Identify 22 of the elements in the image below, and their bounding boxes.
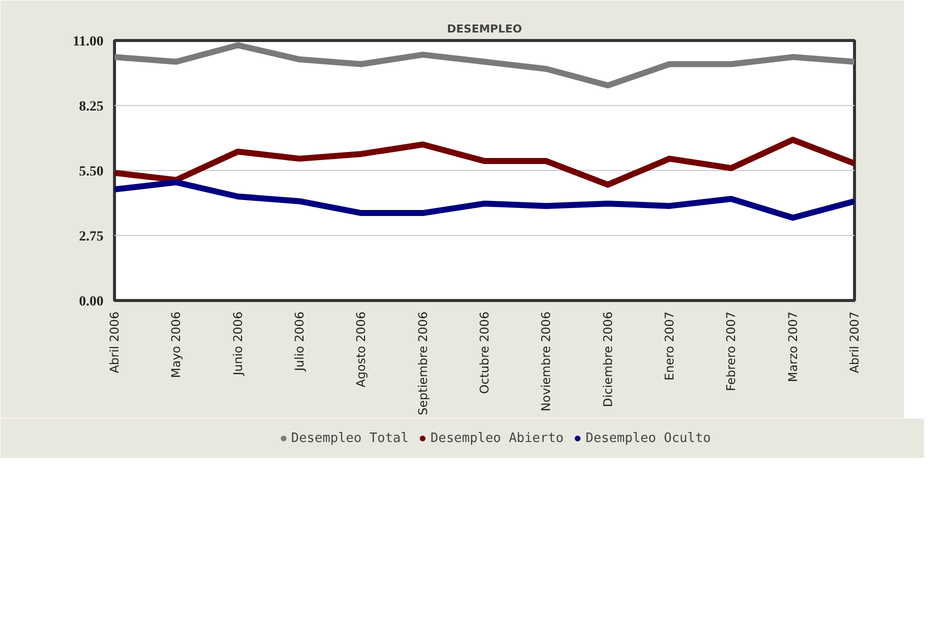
x-tick-label: Octubre 2006 xyxy=(478,311,492,394)
legend-label: Desempleo Abierto xyxy=(430,430,564,446)
x-tick-label: Enero 2007 xyxy=(662,312,676,380)
x-tick-label: Marzo 2007 xyxy=(786,311,800,382)
y-tick-label: 5.50 xyxy=(79,164,104,180)
y-tick-label: 8.25 xyxy=(79,100,104,114)
chart-title: DESEMPLEO xyxy=(447,22,522,36)
x-tick-label: Julio 2006 xyxy=(292,311,306,372)
legend-label: Desempleo Total xyxy=(291,430,409,446)
x-tick-label: Mayo 2006 xyxy=(169,311,184,378)
y-tick-label: 0.00 xyxy=(79,294,104,310)
x-tick-label: Agosto 2006 xyxy=(354,311,368,388)
y-tick-label: 11.00 xyxy=(72,34,104,50)
y-tick-label: 2.75 xyxy=(79,230,104,244)
x-tick-label: Abril 2006 xyxy=(108,312,122,374)
x-tick-label: Noviembre 2006 xyxy=(539,311,554,412)
x-tick-label: Diciembre 2006 xyxy=(600,311,615,408)
x-tick-label: Junio 2006 xyxy=(230,312,245,376)
x-tick-label: Abril 2007 xyxy=(848,312,862,374)
x-tick-label: Febrero 2007 xyxy=(724,311,738,392)
x-tick-label: Septiembre 2006 xyxy=(416,311,430,416)
legend-label: Desempleo Oculto xyxy=(586,430,711,446)
